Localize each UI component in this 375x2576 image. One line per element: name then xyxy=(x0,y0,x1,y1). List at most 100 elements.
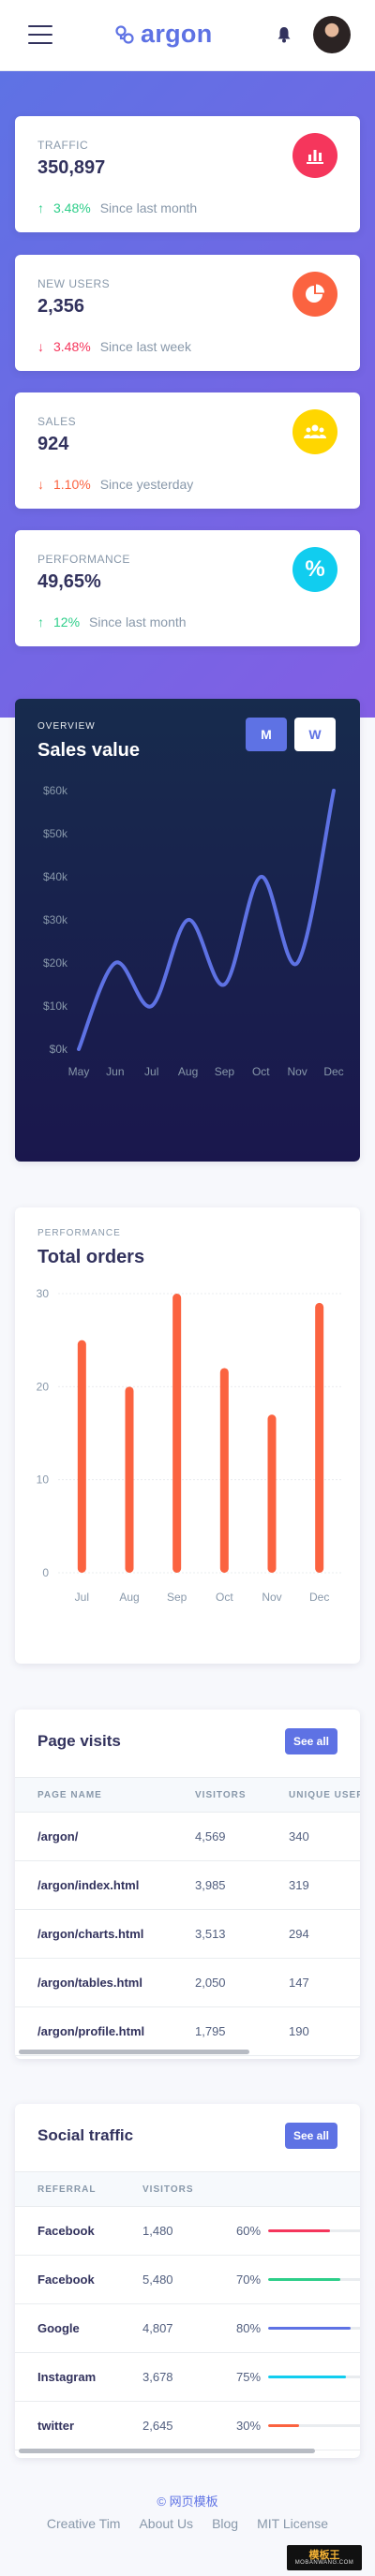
orders-bar-chart: 0 10 20 30 Jul Aug Sep Oct Nov Dec xyxy=(37,1287,343,1604)
stat-change: 3.48% xyxy=(53,339,91,354)
stat-footer: ↑ 3.48% Since last month xyxy=(38,200,197,215)
x-tick-label: Sep xyxy=(167,1591,188,1604)
y-tick-label: $50k xyxy=(43,827,68,840)
x-tick-label: Sep xyxy=(215,1065,235,1078)
table-row[interactable]: /argon/index.html 3,985 319 xyxy=(15,1861,360,1910)
percent: 80% xyxy=(236,2321,262,2335)
progress-bar xyxy=(268,2376,360,2378)
see-all-button[interactable]: See all xyxy=(285,2123,338,2149)
table-row[interactable]: /argon/ 4,569 340 xyxy=(15,1813,360,1861)
stat-footer: ↑ 12% Since last month xyxy=(38,614,187,629)
column-header: Page name xyxy=(38,1790,102,1800)
watermark-logo: 模板王 MOBANWANG.COM xyxy=(287,2545,362,2570)
page-name: /argon/index.html xyxy=(38,1878,140,1892)
table-row[interactable]: Google 4,807 80% xyxy=(15,2304,360,2353)
percent: 75% xyxy=(236,2370,262,2384)
percent-icon: % xyxy=(292,547,338,592)
referral-name: Facebook xyxy=(38,2273,95,2287)
column-header: Referral xyxy=(38,2184,97,2195)
unique-users: 294 xyxy=(289,1927,309,1941)
x-tick-label: Jul xyxy=(144,1065,158,1078)
sales-series-line xyxy=(77,789,336,1051)
bar xyxy=(77,1340,86,1573)
page-name: /argon/charts.html xyxy=(38,1927,144,1941)
horizontal-scrollbar[interactable] xyxy=(19,2050,249,2054)
horizontal-scrollbar[interactable] xyxy=(19,2449,315,2453)
bar xyxy=(172,1294,182,1573)
visitors: 4,569 xyxy=(195,1829,226,1843)
progress-fill xyxy=(268,2376,346,2378)
y-tick-label: $0k xyxy=(50,1043,68,1056)
unique-users: 190 xyxy=(289,2024,309,2038)
stat-note: Since last month xyxy=(99,200,198,215)
stat-title: Sales xyxy=(38,415,77,428)
stat-footer: ↓ 1.10% Since yesterday xyxy=(38,477,193,492)
table-row[interactable]: Facebook 1,480 60% xyxy=(15,2207,360,2256)
x-tick-label: Nov xyxy=(262,1591,281,1604)
x-tick-label: May xyxy=(68,1065,90,1078)
chart-bar-icon xyxy=(292,133,338,178)
y-tick-label: $30k xyxy=(43,913,68,926)
x-tick-label: Jun xyxy=(106,1065,124,1078)
y-tick-label: 30 xyxy=(37,1287,50,1300)
see-all-button[interactable]: See all xyxy=(285,1728,338,1754)
unique-users: 319 xyxy=(289,1878,309,1892)
bar xyxy=(219,1368,229,1573)
y-tick-label: 0 xyxy=(42,1566,49,1579)
users-icon xyxy=(292,409,338,454)
stat-title: New users xyxy=(38,277,111,290)
progress-bar xyxy=(268,2229,360,2232)
footer-links: Creative Tim About Us Blog MIT License xyxy=(0,2516,375,2531)
toggle-month-button[interactable]: M xyxy=(246,718,287,751)
sales-chart-card: Overview Sales value M W $0k $10k $20k $30k… xyxy=(15,699,360,1162)
bar xyxy=(315,1302,324,1573)
table-row[interactable]: /argon/tables.html 2,050 147 xyxy=(15,1959,360,2007)
brand-logo[interactable]: argon xyxy=(114,20,213,49)
stat-value: 924 xyxy=(38,434,69,454)
footer-copyright[interactable]: © 网页模板 xyxy=(157,2495,218,2509)
x-tick-label: Jul xyxy=(75,1591,89,1604)
referral-name: Google xyxy=(38,2321,80,2335)
card-title: Sales value xyxy=(38,740,140,761)
stat-change: 12% xyxy=(53,614,81,629)
percent: 30% xyxy=(236,2419,262,2433)
footer-link[interactable]: MIT License xyxy=(257,2516,329,2531)
y-tick-label: 10 xyxy=(37,1473,50,1487)
arrow-up-icon: ↑ xyxy=(38,614,44,629)
watermark-url: MOBANWANG.COM xyxy=(294,2560,354,2566)
argon-logo-icon xyxy=(115,24,134,44)
referral-name: twitter xyxy=(38,2419,74,2433)
brand-name: argon xyxy=(141,20,213,48)
x-tick-label: Nov xyxy=(287,1065,307,1078)
column-header: Unique users xyxy=(289,1790,360,1800)
navbar: argon xyxy=(0,0,375,71)
user-avatar[interactable] xyxy=(313,16,351,53)
orders-chart-card: Performance Total orders 0 10 20 30 Jul Aug Se… xyxy=(15,1207,360,1664)
footer-link[interactable]: Creative Tim xyxy=(46,2516,121,2531)
column-header: Visitors xyxy=(195,1790,247,1800)
x-tick-label: Dec xyxy=(309,1591,329,1604)
visitors: 1,480 xyxy=(142,2224,173,2238)
footer-link[interactable]: Blog xyxy=(212,2516,239,2531)
x-tick-label: Aug xyxy=(119,1591,139,1604)
table-row[interactable]: Instagram 3,678 75% xyxy=(15,2353,360,2402)
arrow-up-icon: ↑ xyxy=(38,200,44,215)
unique-users: 147 xyxy=(289,1976,309,1990)
progress-fill xyxy=(268,2229,330,2232)
table-row[interactable]: Facebook 5,480 70% xyxy=(15,2256,360,2304)
arrow-down-icon: ↓ xyxy=(38,477,44,492)
stat-value: 2,356 xyxy=(38,296,85,317)
table-row[interactable]: twitter 2,645 30% xyxy=(15,2402,360,2450)
footer-link[interactable]: About Us xyxy=(139,2516,194,2531)
toggle-week-button[interactable]: W xyxy=(294,718,336,751)
bell-icon[interactable] xyxy=(278,26,291,43)
column-header: Visitors xyxy=(142,2184,194,2195)
y-tick-label: 20 xyxy=(37,1380,50,1393)
table-row[interactable]: /argon/charts.html 3,513 294 xyxy=(15,1910,360,1959)
y-tick-label: $20k xyxy=(43,956,68,970)
x-tick-label: Aug xyxy=(178,1065,198,1078)
unique-users: 340 xyxy=(289,1829,309,1843)
x-tick-label: Oct xyxy=(252,1065,270,1078)
menu-icon[interactable] xyxy=(28,25,52,44)
table-row[interactable]: /argon/profile.html 1,795 190 xyxy=(15,2007,360,2056)
